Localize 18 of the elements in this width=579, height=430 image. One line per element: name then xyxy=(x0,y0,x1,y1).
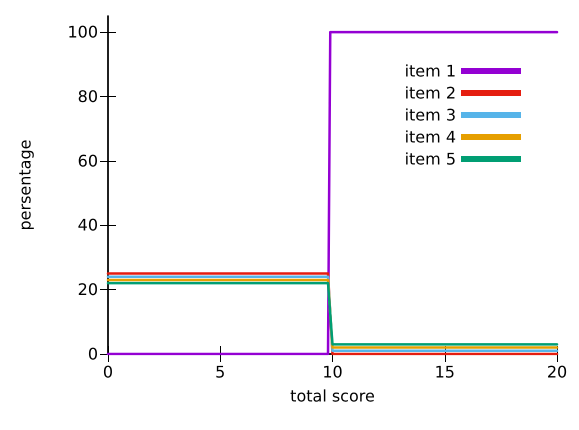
y-tick-label: 60 xyxy=(78,151,98,170)
y-tick-label: 20 xyxy=(78,280,98,300)
y-tick-label: 100 xyxy=(67,22,98,42)
y-tick-label: 40 xyxy=(78,216,98,235)
y-tick-label: 0 xyxy=(88,344,98,364)
y-tick-label: 80 xyxy=(78,86,98,106)
legend-label: item 1 xyxy=(404,62,456,80)
x-tick-label: 20 xyxy=(546,362,568,382)
x-tick-label: 15 xyxy=(434,362,455,382)
x-axis-title: total score xyxy=(290,386,375,406)
legend-label: item 5 xyxy=(404,150,456,168)
legend-label: item 3 xyxy=(404,106,456,124)
x-tick-label: 5 xyxy=(215,362,226,382)
x-tick-label: 10 xyxy=(322,362,343,382)
y-axis-title: persentage xyxy=(16,140,34,230)
legend-label: item 2 xyxy=(404,84,456,102)
legend-label: item 4 xyxy=(404,128,456,146)
x-tick-label: 0 xyxy=(102,362,114,382)
